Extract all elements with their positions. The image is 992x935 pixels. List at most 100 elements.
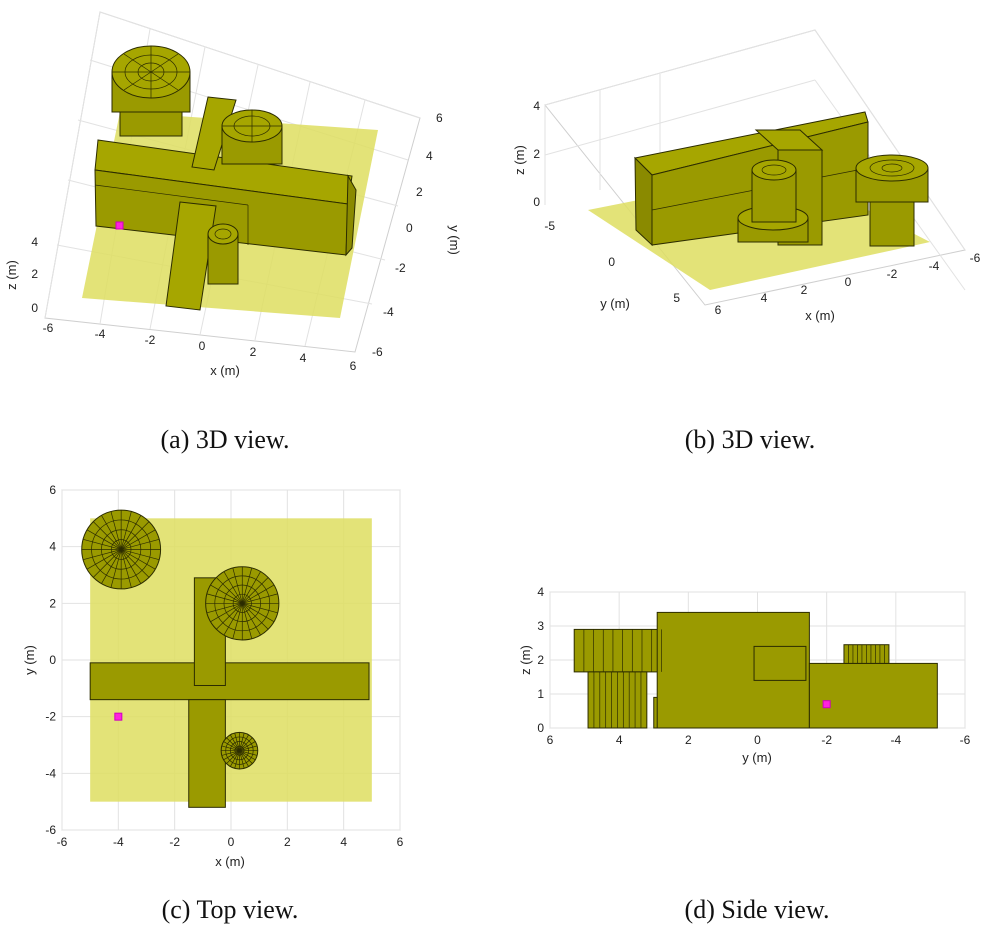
panel-c-x-tick-label: -6: [57, 835, 68, 849]
panel-a-y-tick-label: 0: [406, 221, 413, 235]
panel-d-shapes: [573, 611, 938, 729]
panel-a-x-ticks: -6 -4 -2 0 2 4 6: [43, 321, 357, 373]
panel-c-x-ticks: -6 -4 -2 0 2 4 6: [57, 835, 404, 849]
panel-d-y-tick-label: 0: [537, 721, 544, 735]
panel-a-y-ticks: -6 -4 -2 0 2 4 6: [372, 111, 443, 359]
panel-c-top-view: -6 -4 -2 0 2 4 6 -6 -4 -2 0 2 4 6 x (m) y (m) (c) To…: [22, 483, 404, 924]
panel-c-y-tick-label: -6: [45, 823, 56, 837]
panel-b-ylabel: y (m): [600, 296, 630, 311]
panel-b-x-tick-label: 0: [845, 275, 852, 289]
panel-a-x-tick-label: 2: [250, 345, 257, 359]
panel-b-3d-view: 6 4 2 0 -2 -4 -6 -5 0 5 0 2 4 x (m) y (m) z (m) (b…: [512, 29, 981, 454]
panel-c-block: [89, 662, 370, 701]
panel-c-x-tick-label: 4: [340, 835, 347, 849]
panel-d-x-tick-label: 2: [685, 733, 692, 747]
panel-b-y-ticks: -5 0 5: [544, 219, 680, 305]
panel-b-caption: (b) 3D view.: [685, 425, 815, 454]
panel-a-cylinder-middle: [221, 109, 283, 165]
panel-a-z-tick-label: 2: [31, 267, 38, 281]
panel-c-cylinder-spoke: [221, 745, 258, 756]
panel-b-x-tick-label: -4: [929, 259, 940, 273]
panel-c-x-tick-label: -2: [169, 835, 180, 849]
panel-d-x-tick-label: -6: [960, 733, 971, 747]
panel-a-marker: [115, 221, 124, 230]
panel-a-x-tick-label: 6: [350, 359, 357, 373]
panel-b-zlabel: z (m): [512, 145, 527, 175]
panel-d-x-tick-label: -2: [821, 733, 832, 747]
panel-d-caption: (d) Side view.: [685, 895, 830, 924]
panel-b-y-tick-label: 0: [608, 255, 615, 269]
panel-c-y-tick-label: 6: [49, 483, 56, 497]
panel-a-cylinder-small: [207, 223, 239, 285]
panel-a-y-tick-label: -6: [372, 345, 383, 359]
panel-d-x-tick-label: -4: [890, 733, 901, 747]
panel-d-ylabel: z (m): [518, 645, 533, 675]
panel-b-z-tick-label: 0: [533, 195, 540, 209]
panel-d-xlabel: y (m): [742, 750, 772, 765]
panel-a-y-tick-label: 6: [436, 111, 443, 125]
panel-b-z-ticks: 0 2 4: [533, 99, 540, 209]
panel-d-marker: [822, 700, 831, 709]
panel-c-y-tick-label: -4: [45, 766, 56, 780]
panel-a-y-tick-label: -4: [383, 305, 394, 319]
panel-c-x-tick-label: 2: [284, 835, 291, 849]
panel-b-xlabel: x (m): [805, 308, 835, 323]
panel-a-x-tick-label: -6: [43, 321, 54, 335]
panel-b-z-tick-label: 2: [533, 147, 540, 161]
panel-a-y-tick-label: 4: [426, 149, 433, 163]
panel-c-x-tick-label: 0: [228, 835, 235, 849]
panel-c-x-tick-label: 6: [397, 835, 404, 849]
panel-c-xlabel: x (m): [215, 854, 245, 869]
panel-a-zlabel: z (m): [4, 260, 19, 290]
panel-b-y-tick-label: 5: [673, 291, 680, 305]
panel-c-y-tick-label: 4: [49, 540, 56, 554]
panel-c-caption: (c) Top view.: [162, 895, 299, 924]
panel-c-shapes: [81, 509, 372, 808]
panel-b-long-block-side: [634, 156, 653, 247]
panel-b-x-tick-label: -6: [970, 251, 981, 265]
panel-a-y-tick-label: -2: [395, 261, 406, 275]
panel-d-y-tick-label: 4: [537, 585, 544, 599]
panel-c-x-tick-label: -4: [113, 835, 124, 849]
panel-a-z-tick-label: 0: [31, 301, 38, 315]
panel-d-x-tick-label: 4: [616, 733, 623, 747]
panel-c-y-tick-label: -2: [45, 710, 56, 724]
panel-c-y-tick-label: 0: [49, 653, 56, 667]
panel-a-x-tick-label: 0: [199, 339, 206, 353]
panel-d-x-tick-label: 0: [754, 733, 761, 747]
panel-a-ylabel: y (m): [447, 225, 462, 255]
panel-d-block: [753, 645, 807, 681]
panel-d-y-tick-label: 1: [537, 687, 544, 701]
panel-a-lower-block: [165, 201, 217, 311]
panel-d-block: [808, 662, 938, 729]
panel-a-x-tick-label: -2: [145, 333, 156, 347]
panel-d-y-ticks: 0 1 2 3 4: [537, 585, 544, 735]
panel-b-x-ticks: 6 4 2 0 -2 -4 -6: [715, 251, 981, 317]
panel-b-x-tick-label: 6: [715, 303, 722, 317]
panel-c-y-ticks: -6 -4 -2 0 2 4 6: [45, 483, 56, 837]
panel-b-y-tick-label: -5: [544, 219, 555, 233]
panel-d-y-tick-label: 2: [537, 653, 544, 667]
panel-c-y-tick-label: 2: [49, 596, 56, 610]
panel-b-cylinder-right: [855, 154, 929, 247]
panel-d-y-tick-label: 3: [537, 619, 544, 633]
panel-b-x-tick-label: -2: [887, 267, 898, 281]
panel-a-y-tick-label: 2: [416, 185, 423, 199]
panel-c-block: [188, 699, 226, 808]
panel-a-cylinder-large: [111, 45, 191, 137]
panel-d-side-view: 6 4 2 0 -2 -4 -6 0 1 2 3 4 y (m) z (m) (d) Side vi…: [518, 585, 971, 924]
panel-c-marker: [114, 712, 123, 721]
panel-d-x-tick-label: 6: [547, 733, 554, 747]
panel-a-long-block-side: [345, 174, 357, 257]
panel-c-ylabel: y (m): [22, 645, 37, 675]
panel-a-3d-view: -6 -4 -2 0 2 4 6 -6 -4 -2 0 2 4 6 0 2 4 x (m) y (m) z …: [4, 11, 462, 454]
panel-c-cylinder-spoke: [82, 538, 160, 561]
panel-a-x-tick-label: -4: [95, 327, 106, 341]
panel-a-z-tick-label: 4: [31, 235, 38, 249]
panel-b-x-tick-label: 2: [801, 283, 808, 297]
panel-a-xlabel: x (m): [210, 363, 240, 378]
panel-b-cylinder-front: [737, 159, 809, 243]
panel-b-x-tick-label: 4: [761, 291, 768, 305]
